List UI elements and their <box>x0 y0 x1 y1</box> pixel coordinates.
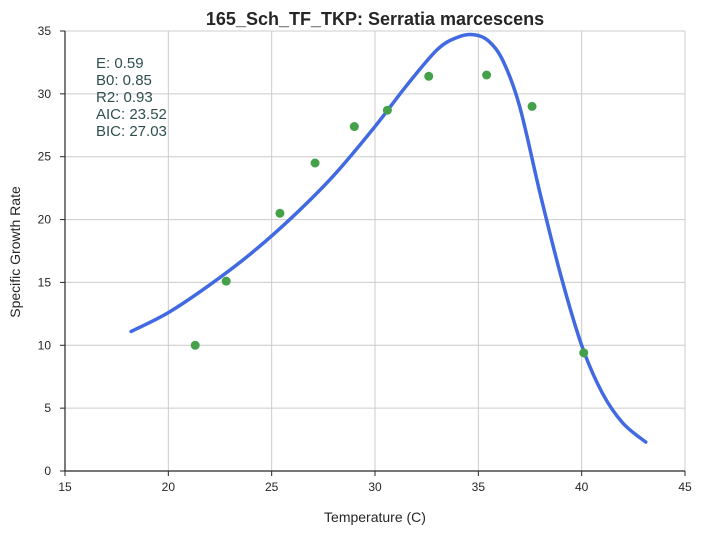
y-tick-label: 35 <box>38 24 52 38</box>
x-tick-label: 45 <box>678 480 692 494</box>
stat-aic: AIC: 23.52 <box>96 106 167 123</box>
grid <box>65 30 686 471</box>
y-tick-label: 5 <box>44 401 51 415</box>
stat-r2: R2: 0.93 <box>96 89 153 106</box>
data-point <box>482 70 492 80</box>
stat-e: E: 0.59 <box>96 55 144 72</box>
data-point <box>424 71 434 81</box>
x-tick-label: 40 <box>575 480 589 494</box>
data-point <box>310 158 320 168</box>
y-tick-label: 25 <box>38 150 52 164</box>
data-point <box>275 208 285 218</box>
chart-title: 165_Sch_TF_TKP: Serratia marcescens <box>206 9 544 29</box>
fit-curve <box>129 32 648 444</box>
x-tick-label: 15 <box>58 480 72 494</box>
stat-b0: B0: 0.85 <box>96 72 152 89</box>
data-point <box>221 276 231 286</box>
x-tick-label: 30 <box>368 480 382 494</box>
series <box>129 32 648 444</box>
data-point <box>527 101 537 111</box>
x-tick-label: 25 <box>265 480 279 494</box>
fit-statistics: E: 0.59 B0: 0.85 R2: 0.93 AIC: 23.52 BIC… <box>96 55 167 140</box>
stat-bic: BIC: 27.03 <box>96 123 167 140</box>
data-point <box>190 340 200 350</box>
y-tick-label: 20 <box>38 213 52 227</box>
data-point <box>382 105 392 115</box>
x-tick-label: 20 <box>162 480 176 494</box>
data-point <box>579 348 589 358</box>
y-tick-label: 0 <box>44 464 51 478</box>
x-axis-label: Temperature (C) <box>324 509 426 525</box>
data-point <box>349 122 359 132</box>
y-tick-label: 10 <box>38 338 52 352</box>
x-tick-label: 35 <box>472 480 486 494</box>
y-axis-label: Specific Growth Rate <box>7 186 23 318</box>
ticks: 15 20 25 30 35 40 45 0 5 10 15 20 25 30 35 <box>38 24 692 494</box>
y-tick-label: 15 <box>38 275 52 289</box>
y-tick-label: 30 <box>38 87 52 101</box>
